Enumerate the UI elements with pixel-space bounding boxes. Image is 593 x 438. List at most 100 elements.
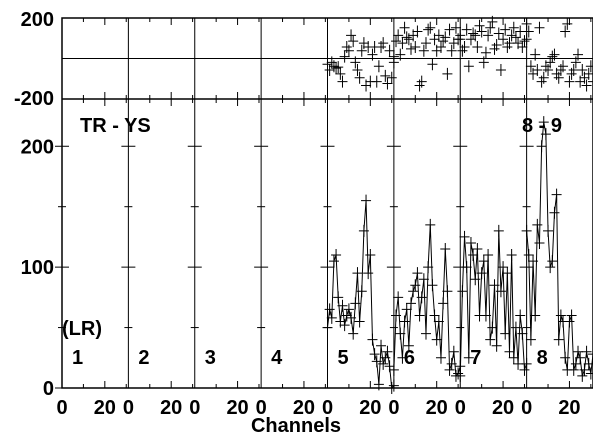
amplitude-point [573,345,584,358]
amplitude-point [455,369,466,382]
amplitude-point [365,249,376,262]
amplitude-point [425,218,436,231]
phase-point [331,62,342,75]
phase-point [504,37,515,50]
amplitude-point [453,367,464,380]
amplitude-point [382,345,393,358]
amplitude-point [429,309,440,322]
amplitude-point [585,367,593,380]
amplitude-point [356,285,367,298]
phase-point [440,31,451,44]
amplitude-point [431,333,442,346]
phase-point [337,75,348,88]
amplitude-point [388,379,399,392]
phase-point [356,44,367,57]
phase-point [478,56,489,69]
amplitude-point [519,363,530,376]
amplitude-point [588,348,593,361]
amplitude-tick-label: 100 [21,257,54,279]
amplitude-point [480,309,491,322]
phase-point [545,56,556,69]
x-tick-label: 20 [558,397,580,419]
phase-point [350,56,361,69]
phase-point [343,44,354,57]
amplitude-point [513,357,524,370]
phase-point [380,69,391,82]
amplitude-point [564,315,575,328]
amplitude-point [568,363,579,376]
amplitude-tick-label: 0 [43,378,54,400]
phase-point [378,37,389,50]
amplitude-point [579,363,590,376]
x-tick-label: 20 [293,397,315,419]
amplitude-point [448,345,459,358]
phase-point [391,35,402,48]
x-tick-label: 20 [492,397,514,419]
amplitude-point [361,194,372,207]
amplitude-point [367,333,378,346]
amplitude-point [348,327,359,340]
amplitude-point [538,116,549,129]
data-layer [322,15,593,394]
x-tick-label: 0 [521,397,532,419]
amplitude-point [461,261,472,274]
phase-point [581,79,592,92]
amplitude-tick-label: 200 [21,136,54,158]
panel-number: 1 [72,347,83,369]
x-tick-label: 0 [56,397,67,419]
phase-point [463,60,474,73]
x-tick-label: 20 [426,397,448,419]
x-tick-label: 20 [160,397,182,419]
amplitude-point [498,261,509,274]
amplitude-point [549,206,560,219]
phase-point [491,39,502,52]
amplitude-point [530,309,541,322]
amplitude-point [483,249,494,262]
amplitude-point [435,351,446,364]
amplitude-point [534,236,545,249]
amplitude-point [440,243,451,255]
amplitude-point [331,249,342,262]
amplitude-point [410,279,421,292]
amplitude-point [510,321,521,334]
amplitude-point [346,311,357,324]
amplitude-point [339,319,350,332]
phase-point [335,67,346,80]
amplitude-point [489,279,500,292]
amplitude-point [540,128,551,141]
amplitude-series-line [526,121,593,377]
amplitude-point [358,224,369,237]
phase-point [588,75,593,88]
phase-point [558,60,569,73]
panel-number: 3 [205,347,216,369]
panel-number: 8 [537,347,548,369]
amplitude-point [485,333,496,346]
phase-point [495,64,506,77]
phase-point [560,25,571,38]
amplitude-point [502,267,513,280]
amplitude-point [523,249,534,262]
phase-point [498,33,509,46]
phase-point [418,44,429,57]
amplitude-point [528,255,539,268]
amplitude-point [457,285,468,298]
phase-point [401,31,412,44]
amplitude-point [577,369,588,382]
phase-point [585,60,593,73]
phase-point [570,56,581,69]
amplitude-point [515,309,526,322]
amplitude-point [446,357,457,370]
tick-layer [55,18,592,389]
phase-point [346,29,357,42]
amplitude-point [350,297,361,310]
row-label: (LR) [62,318,102,340]
amplitude-point [555,309,566,322]
amplitude-point [543,224,554,237]
phase-point [393,29,404,42]
phase-point [384,44,395,57]
annotation-left: TR - YS [80,115,151,137]
amplitude-point [470,273,481,286]
amplitude-point [343,303,354,316]
phase-point [395,48,406,61]
phase-point [562,17,573,30]
